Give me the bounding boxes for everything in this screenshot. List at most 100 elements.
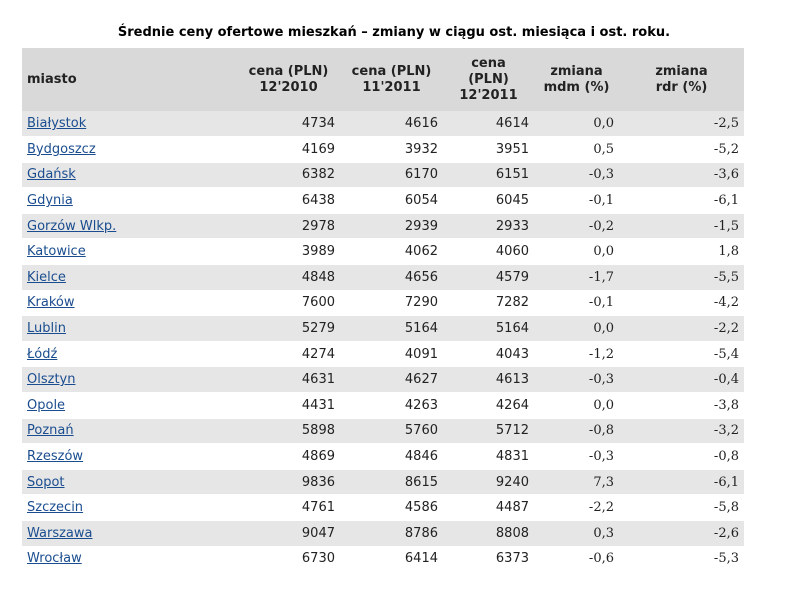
city-cell: Poznań [22,418,237,445]
price-12-2011-cell: 6151 [443,162,534,189]
header-row: miasto cena (PLN) 12'2010 cena (PLN) 11'… [22,48,744,111]
header-change-rdr-label: zmiana rdr (%) [655,63,708,95]
price-12-2011-cell: 4043 [443,341,534,368]
header-price-11-2011: cena (PLN) 11'2011 [340,48,443,111]
price-12-2010-cell: 4761 [237,494,340,521]
city-link[interactable]: Poznań [27,423,74,439]
city-cell: Olsztyn [22,366,237,394]
city-link[interactable]: Szczecin [27,500,84,516]
change-rdr-cell: -2,6 [619,520,744,547]
change-mdm-cell: 0,3 [534,520,619,547]
city-link[interactable]: Olsztyn [27,372,76,388]
change-rdr-cell: -2,2 [619,315,744,342]
price-12-2010-cell: 4274 [237,341,340,368]
change-rdr-cell: -0,4 [619,366,744,394]
price-12-2011-cell: 6373 [443,546,534,573]
price-12-2010-cell: 3989 [237,238,340,266]
price-12-2011-cell: 3951 [443,136,534,163]
header-city-label: miasto [27,71,77,87]
city-cell: Gdynia [22,187,237,214]
price-12-2010-cell: 7600 [237,290,340,317]
price-11-2011-cell: 4263 [340,392,443,419]
price-12-2011-cell: 6045 [443,187,534,214]
change-mdm-cell: -1,2 [534,341,619,368]
price-12-2011-cell: 5164 [443,315,534,342]
price-11-2011-cell: 6054 [340,187,443,214]
price-11-2011-cell: 4846 [340,443,443,470]
table-row: Gorzów Wlkp. 2978 2939 2933 -0,2 -1,5 [22,213,744,240]
header-city: miasto [22,48,237,111]
change-mdm-cell: -0,3 [534,443,619,470]
city-link[interactable]: Lublin [27,321,66,337]
header-change-rdr: zmiana rdr (%) [619,48,744,111]
price-12-2010-cell: 6730 [237,546,340,573]
price-12-2010-cell: 4848 [237,264,340,291]
change-mdm-cell: 0,0 [534,111,619,138]
price-11-2011-cell: 7290 [340,290,443,317]
city-link[interactable]: Warszawa [27,525,93,541]
change-rdr-cell: -0,8 [619,443,744,470]
price-11-2011-cell: 4062 [340,238,443,266]
city-link[interactable]: Wrocław [27,551,82,567]
table-row: Sopot 9836 8615 9240 7,3 -6,1 [22,469,744,496]
table-row: Lublin 5279 5164 5164 0,0 -2,2 [22,315,744,342]
table-row: Szczecin 4761 4586 4487 -2,2 -5,8 [22,494,744,521]
change-mdm-cell: -0,3 [534,366,619,394]
city-link[interactable]: Gdańsk [27,167,76,183]
price-11-2011-cell: 4586 [340,494,443,521]
change-rdr-cell: -3,2 [619,418,744,445]
price-12-2010-cell: 6438 [237,187,340,214]
city-link[interactable]: Białystok [27,116,87,132]
city-cell: Lublin [22,315,237,342]
table-row: Katowice 3989 4062 4060 0,0 1,8 [22,238,744,266]
change-mdm-cell: -0,2 [534,213,619,240]
city-link[interactable]: Bydgoszcz [27,141,96,157]
price-12-2011-cell: 5712 [443,418,534,445]
change-rdr-cell: -1,5 [619,213,744,240]
page-title: Średnie ceny ofertowe mieszkań – zmiany … [117,25,671,40]
change-rdr-cell: -5,8 [619,494,744,521]
change-rdr-cell: -5,4 [619,341,744,368]
price-12-2010-cell: 9836 [237,469,340,496]
price-12-2010-cell: 4734 [237,111,340,138]
city-cell: Wrocław [22,546,237,573]
change-rdr-cell: -4,2 [619,290,744,317]
change-mdm-cell: 0,5 [534,136,619,163]
city-link[interactable]: Łódź [27,346,58,362]
city-link[interactable]: Gorzów Wlkp. [27,218,117,234]
table-row: Gdynia 6438 6054 6045 -0,1 -6,1 [22,187,744,214]
city-link[interactable]: Kielce [27,269,66,285]
price-11-2011-cell: 8615 [340,469,443,496]
city-link[interactable]: Kraków [27,295,75,311]
price-12-2010-cell: 9047 [237,520,340,547]
price-12-2011-cell: 4487 [443,494,534,521]
change-mdm-cell: -0,6 [534,546,619,573]
city-link[interactable]: Sopot [27,474,65,490]
price-12-2011-cell: 2933 [443,213,534,240]
city-link[interactable]: Rzeszów [27,449,84,465]
price-11-2011-cell: 5760 [340,418,443,445]
header-change-mdm-label: zmiana mdm (%) [543,63,610,95]
change-mdm-cell: 0,0 [534,315,619,342]
change-mdm-cell: -0,8 [534,418,619,445]
city-cell: Łódź [22,341,237,368]
price-12-2011-cell: 4579 [443,264,534,291]
city-cell: Rzeszów [22,443,237,470]
city-cell: Bydgoszcz [22,136,237,163]
table-row: Kielce 4848 4656 4579 -1,7 -5,5 [22,264,744,291]
table-row: Łódź 4274 4091 4043 -1,2 -5,4 [22,341,744,368]
city-link[interactable]: Katowice [27,244,86,260]
header-change-mdm: zmiana mdm (%) [534,48,619,111]
city-cell: Kraków [22,290,237,317]
price-12-2011-cell: 4831 [443,443,534,470]
city-link[interactable]: Gdynia [27,193,73,209]
change-mdm-cell: 7,3 [534,469,619,496]
price-table: miasto cena (PLN) 12'2010 cena (PLN) 11'… [22,48,744,573]
table-row: Rzeszów 4869 4846 4831 -0,3 -0,8 [22,443,744,470]
price-12-2011-cell: 8808 [443,520,534,547]
city-cell: Kielce [22,264,237,291]
city-link[interactable]: Opole [27,397,66,413]
header-price-12-2011: cena (PLN) 12'2011 [443,48,534,111]
price-12-2010-cell: 4869 [237,443,340,470]
table-row: Wrocław 6730 6414 6373 -0,6 -5,3 [22,546,744,573]
